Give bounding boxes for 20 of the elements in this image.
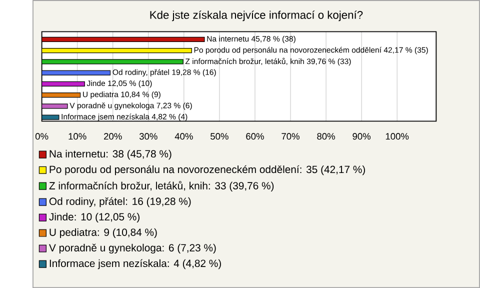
x-tick-label: 20% bbox=[104, 133, 122, 140]
legend-label: Po porodu od personálu na novorozeneckém oddělení: 35 (42,17 %) bbox=[50, 165, 365, 176]
x-tick-label: 100% bbox=[386, 133, 409, 140]
x-tick-label: 30% bbox=[139, 133, 158, 140]
x-tick-label: 60% bbox=[246, 133, 264, 140]
legend-label: V poradně u gynekologa: 6 (7,23 %) bbox=[49, 244, 216, 254]
x-tick-label: 50% bbox=[210, 133, 228, 140]
x-tick-label: 90% bbox=[352, 133, 371, 140]
x-tick-label: 10% bbox=[68, 133, 86, 140]
legend-label: Jinde: 10 (12,05 %) bbox=[49, 212, 140, 223]
chart-title: Kde jste získala nejvíce informací o kojení? bbox=[150, 10, 363, 22]
x-tick-label: 70% bbox=[282, 133, 300, 140]
legend-label: Informace jsem nezískala: 4 (4,82 %) bbox=[50, 259, 221, 270]
x-tick-label: 80% bbox=[317, 133, 335, 140]
x-tick-label: 40% bbox=[174, 133, 193, 140]
legend-label: Od rodiny, přátel: 16 (19,28 %) bbox=[49, 197, 191, 208]
legend-label: Z informačních brožur, letáků, knih: 33 (39,76 %) bbox=[49, 180, 274, 192]
legend-label: U pediatra: 9 (10,84 %) bbox=[50, 228, 157, 238]
x-tick-label: 0% bbox=[35, 133, 48, 140]
legend-label: Na internetu: 38 (45,78 %) bbox=[50, 150, 172, 160]
